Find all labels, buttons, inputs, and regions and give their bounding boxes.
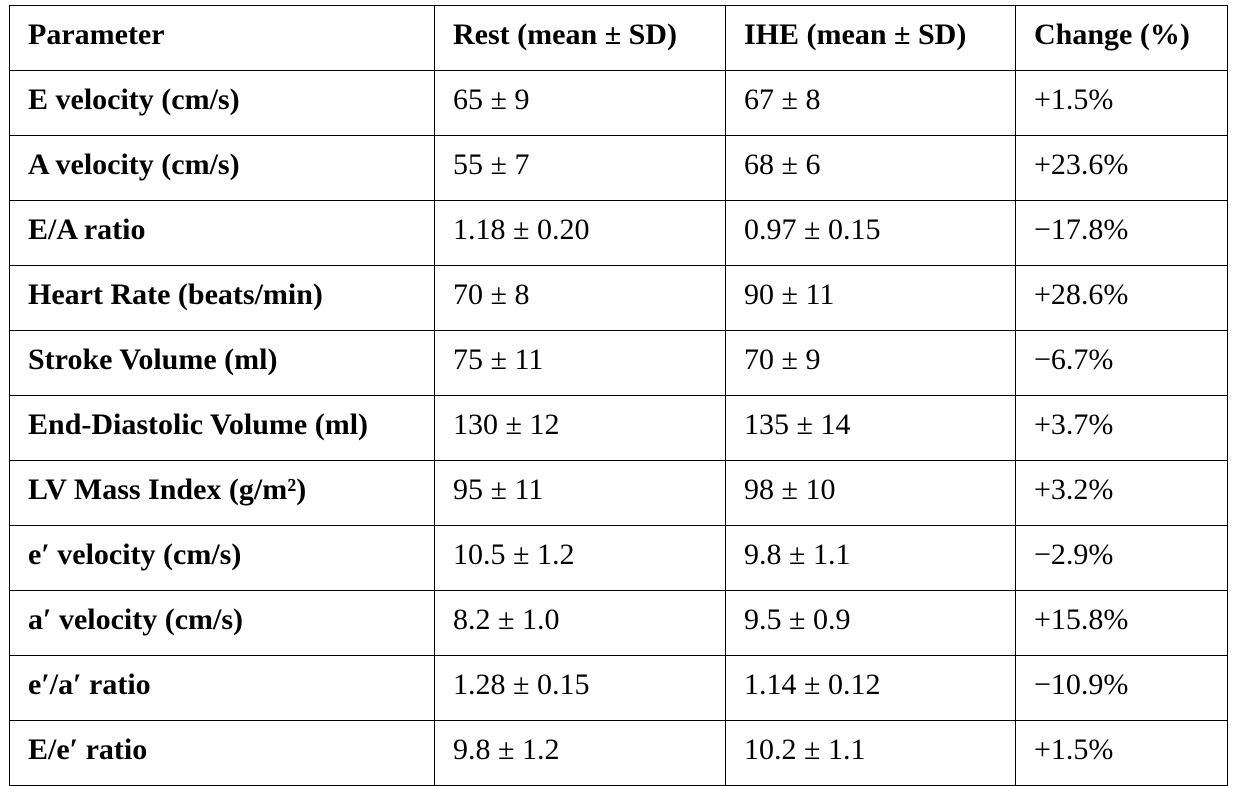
table-cell: 95 ± 11 [434, 460, 726, 526]
table-cell: 98 ± 10 [725, 460, 1016, 526]
header-cell: IHE (mean ± SD) [725, 5, 1016, 71]
row-label: A velocity (cm/s) [9, 135, 435, 201]
header-cell: Change (%) [1015, 5, 1228, 71]
table-row: E/e′ ratio 9.8 ± 1.2 10.2 ± 1.1 +1.5% [9, 720, 1228, 786]
table-row: A velocity (cm/s) 55 ± 7 68 ± 6 +23.6% [9, 135, 1228, 201]
table-cell: 90 ± 11 [725, 265, 1016, 331]
table-cell: 75 ± 11 [434, 330, 726, 396]
table-cell: 55 ± 7 [434, 135, 726, 201]
row-label: LV Mass Index (g/m²) [9, 460, 435, 526]
table-cell: 9.8 ± 1.2 [434, 720, 726, 786]
row-label: Heart Rate (beats/min) [9, 265, 435, 331]
table-cell: 9.5 ± 0.9 [725, 590, 1016, 656]
table-cell: −2.9% [1015, 525, 1228, 591]
table-body: E velocity (cm/s) 65 ± 9 67 ± 8 +1.5% A velo… [9, 70, 1228, 786]
table-cell: 1.14 ± 0.12 [725, 655, 1016, 721]
table-cell: 70 ± 9 [725, 330, 1016, 396]
table-head: Parameter Rest (mean ± SD) IHE (mean ± SD)… [9, 5, 1228, 71]
page: Parameter Rest (mean ± SD) IHE (mean ± SD)… [9, 5, 1228, 786]
table-cell: +3.2% [1015, 460, 1228, 526]
row-label: e′ velocity (cm/s) [9, 525, 435, 591]
row-label: E/A ratio [9, 200, 435, 266]
table-cell: +15.8% [1015, 590, 1228, 656]
table-row: End-Diastolic Volume (ml) 130 ± 12 135 ± 1… [9, 395, 1228, 461]
row-label: End-Diastolic Volume (ml) [9, 395, 435, 461]
table-row: a′ velocity (cm/s) 8.2 ± 1.0 9.5 ± 0.9 +15.… [9, 590, 1228, 656]
table-cell: 65 ± 9 [434, 70, 726, 136]
table-row: Heart Rate (beats/min) 70 ± 8 90 ± 11 +28.6… [9, 265, 1228, 331]
row-label: E/e′ ratio [9, 720, 435, 786]
header-cell: Parameter [9, 5, 435, 71]
table-cell: 10.5 ± 1.2 [434, 525, 726, 591]
table-cell: −6.7% [1015, 330, 1228, 396]
table-cell: 68 ± 6 [725, 135, 1016, 201]
table-row: E velocity (cm/s) 65 ± 9 67 ± 8 +1.5% [9, 70, 1228, 136]
table-row: E/A ratio 1.18 ± 0.20 0.97 ± 0.15 −17.8% [9, 200, 1228, 266]
table-row: e′/a′ ratio 1.28 ± 0.15 1.14 ± 0.12 −10.9% [9, 655, 1228, 721]
data-table: Parameter Rest (mean ± SD) IHE (mean ± SD)… [9, 5, 1228, 786]
table-cell: 1.28 ± 0.15 [434, 655, 726, 721]
header-row: Parameter Rest (mean ± SD) IHE (mean ± SD)… [9, 5, 1228, 71]
table-cell: +28.6% [1015, 265, 1228, 331]
row-label: e′/a′ ratio [9, 655, 435, 721]
table-cell: +1.5% [1015, 70, 1228, 136]
table-cell: 135 ± 14 [725, 395, 1016, 461]
table-cell: 1.18 ± 0.20 [434, 200, 726, 266]
table-row: Stroke Volume (ml) 75 ± 11 70 ± 9 −6.7% [9, 330, 1228, 396]
table-cell: +3.7% [1015, 395, 1228, 461]
row-label: E velocity (cm/s) [9, 70, 435, 136]
table-cell: 130 ± 12 [434, 395, 726, 461]
table-cell: 0.97 ± 0.15 [725, 200, 1016, 266]
header-cell: Rest (mean ± SD) [434, 5, 726, 71]
table-cell: 10.2 ± 1.1 [725, 720, 1016, 786]
row-label: a′ velocity (cm/s) [9, 590, 435, 656]
table-row: e′ velocity (cm/s) 10.5 ± 1.2 9.8 ± 1.1 −2.… [9, 525, 1228, 591]
table-cell: −17.8% [1015, 200, 1228, 266]
table-cell: 70 ± 8 [434, 265, 726, 331]
table-cell: 8.2 ± 1.0 [434, 590, 726, 656]
table-cell: −10.9% [1015, 655, 1228, 721]
table-row: LV Mass Index (g/m²) 95 ± 11 98 ± 10 +3.2% [9, 460, 1228, 526]
row-label: Stroke Volume (ml) [9, 330, 435, 396]
table-cell: 9.8 ± 1.1 [725, 525, 1016, 591]
table-cell: +23.6% [1015, 135, 1228, 201]
table-cell: 67 ± 8 [725, 70, 1016, 136]
table-cell: +1.5% [1015, 720, 1228, 786]
